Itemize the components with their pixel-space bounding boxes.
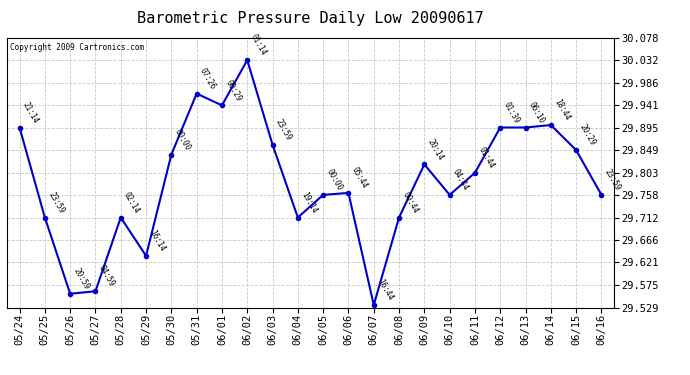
Text: 00:29: 00:29	[224, 78, 243, 103]
Text: 16:14: 16:14	[148, 228, 167, 253]
Text: 01:39: 01:39	[502, 100, 521, 125]
Text: 01:14: 01:14	[248, 33, 268, 57]
Text: 21:14: 21:14	[21, 100, 40, 125]
Text: 20:29: 20:29	[578, 123, 597, 147]
Text: 06:10: 06:10	[527, 100, 546, 125]
Text: 19:14: 19:14	[299, 190, 319, 215]
Text: 00:00: 00:00	[172, 127, 192, 152]
Text: 07:26: 07:26	[198, 66, 217, 91]
Text: 16:44: 16:44	[375, 278, 395, 302]
Text: 00:44: 00:44	[400, 190, 420, 215]
Text: Copyright 2009 Cartronics.com: Copyright 2009 Cartronics.com	[10, 43, 144, 52]
Text: Barometric Pressure Daily Low 20090617: Barometric Pressure Daily Low 20090617	[137, 11, 484, 26]
Text: 00:00: 00:00	[324, 168, 344, 192]
Text: 23:59: 23:59	[274, 117, 293, 142]
Text: 18:44: 18:44	[552, 98, 571, 122]
Text: 23:59: 23:59	[46, 190, 66, 215]
Text: 20:14: 20:14	[426, 137, 445, 162]
Text: 01:44: 01:44	[476, 146, 495, 170]
Text: 20:59: 20:59	[72, 266, 91, 291]
Text: 23:59: 23:59	[603, 168, 622, 192]
Text: 02:14: 02:14	[122, 190, 141, 215]
Text: 05:44: 05:44	[350, 166, 369, 190]
Text: 04:59: 04:59	[97, 264, 116, 288]
Text: 04:44: 04:44	[451, 168, 471, 192]
